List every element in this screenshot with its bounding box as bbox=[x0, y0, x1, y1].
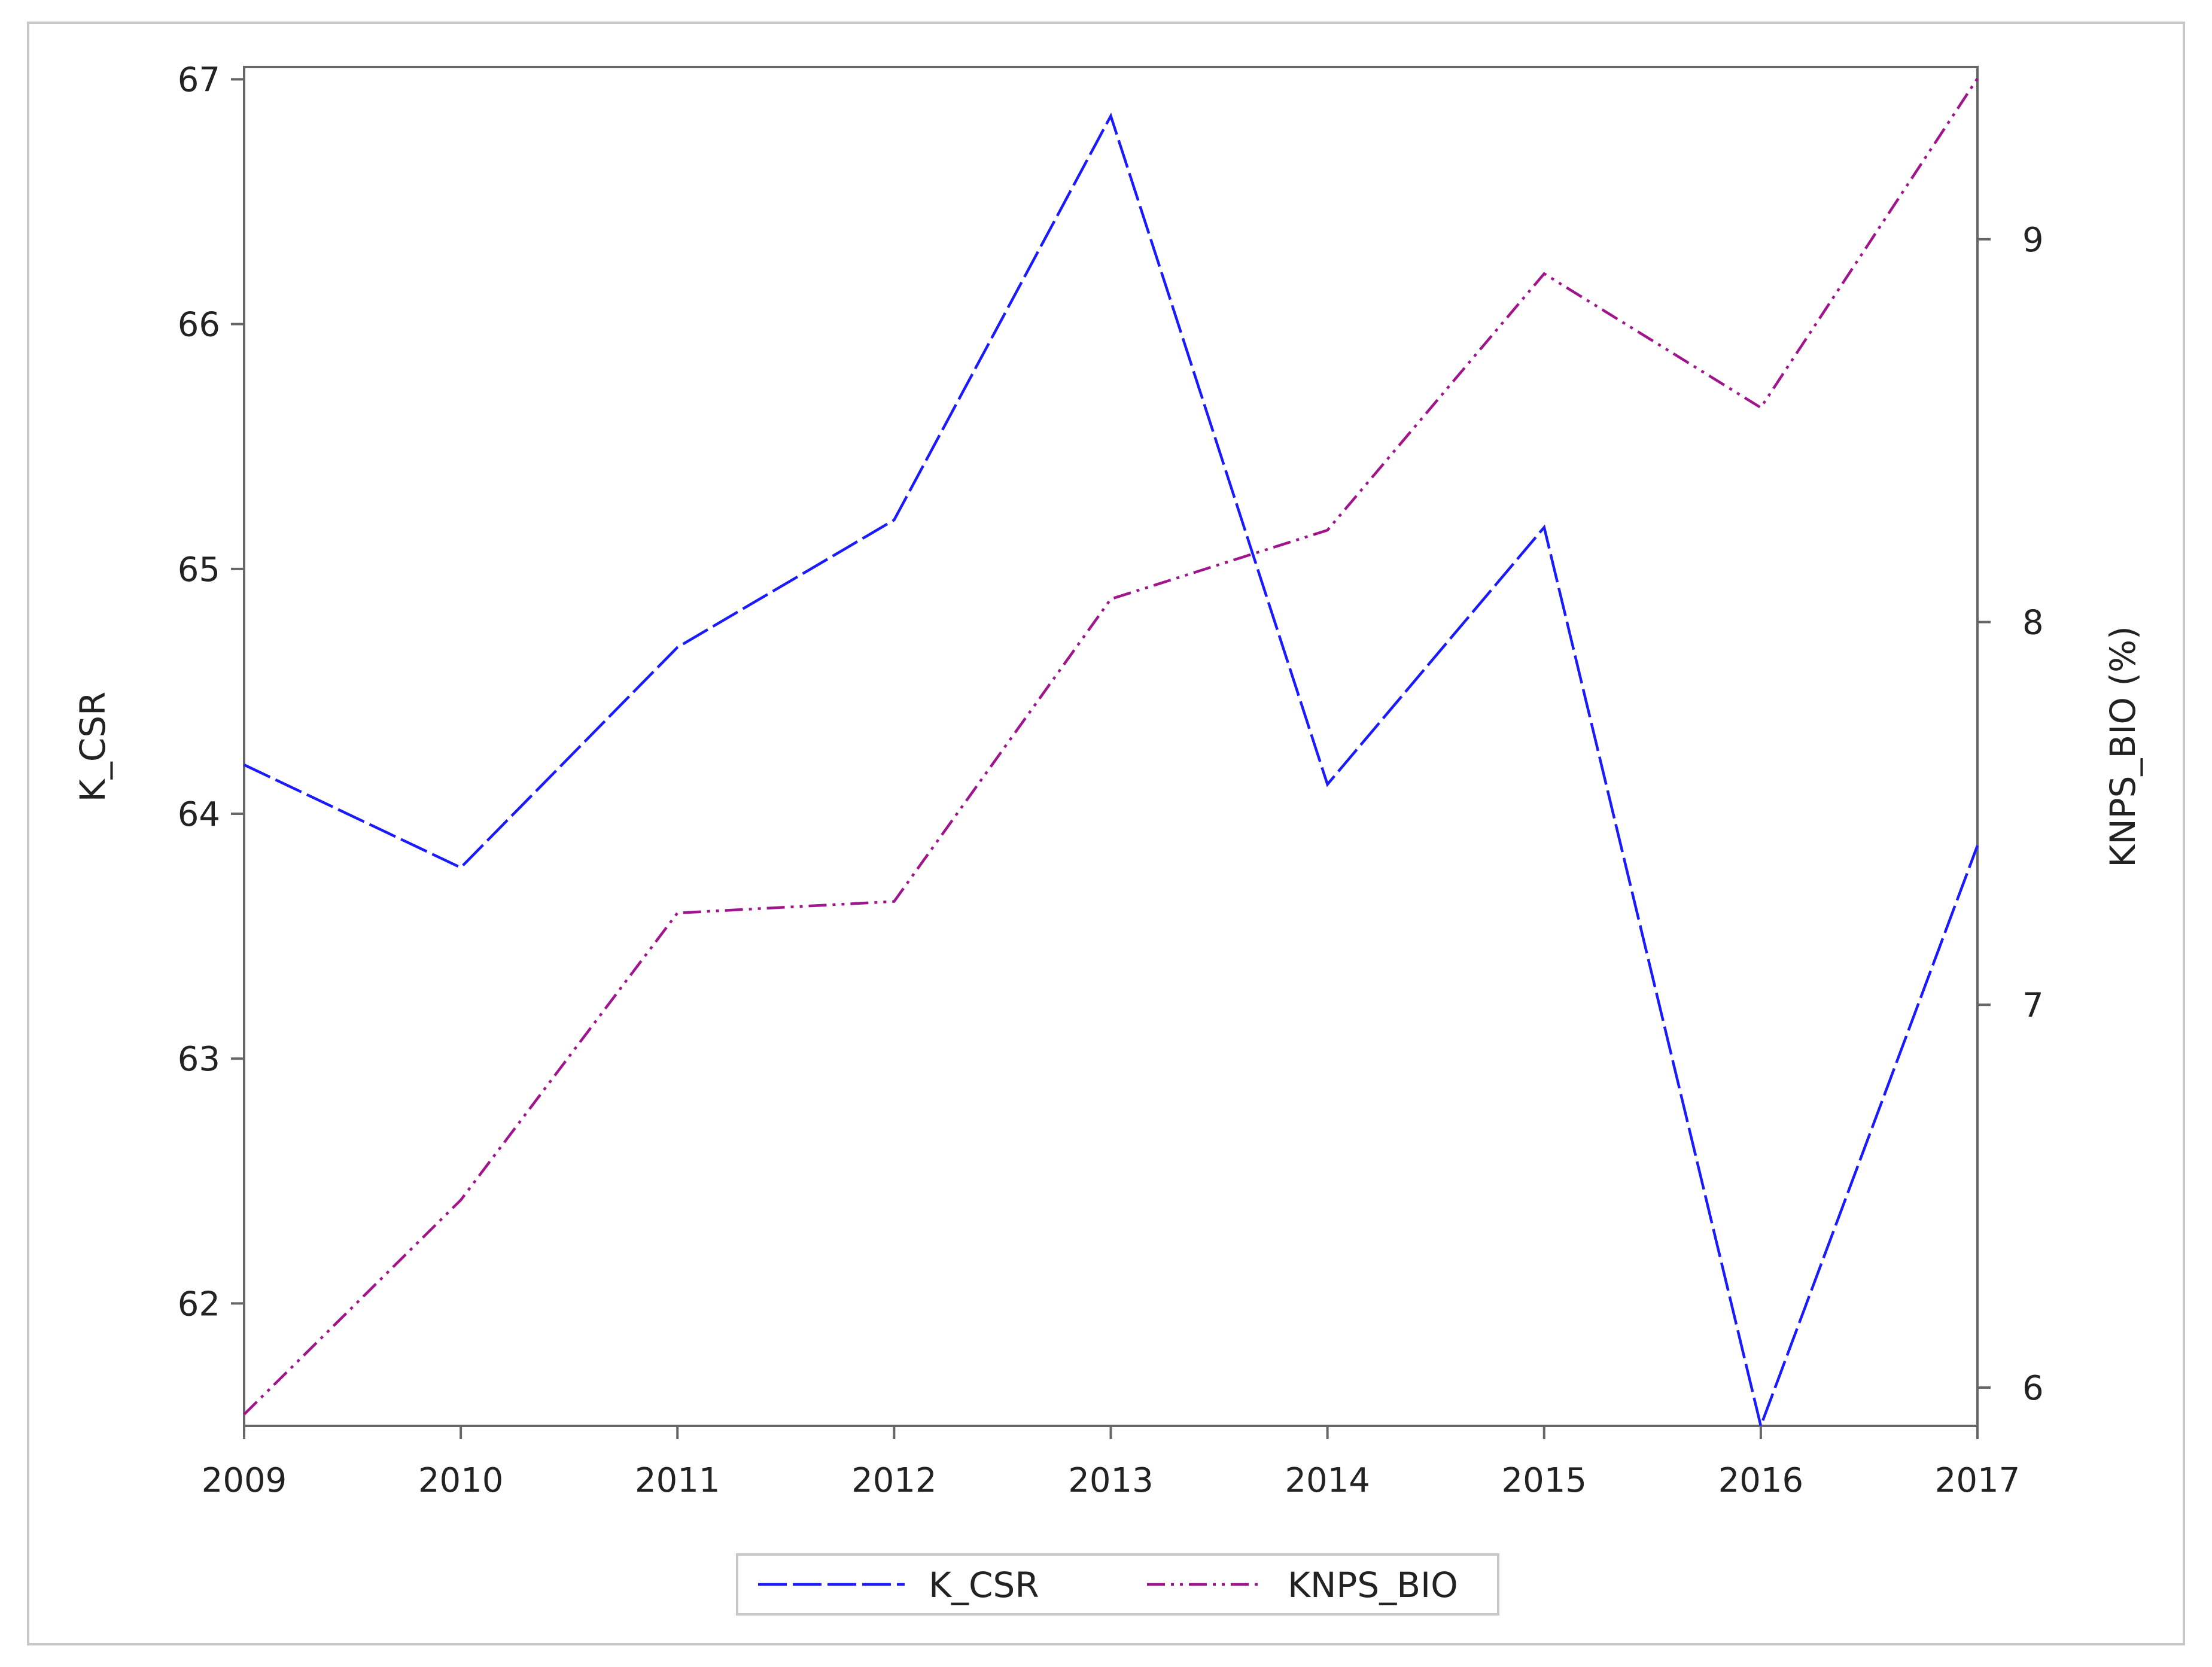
series-line-knps-bio bbox=[243, 77, 1979, 1416]
y-axis-title: K_CSR bbox=[72, 692, 113, 802]
y2-tick-label: 7 bbox=[2022, 986, 2044, 1025]
x-tick-label: 2011 bbox=[635, 1461, 720, 1500]
legend-label-knps-bio: KNPS_BIO bbox=[1288, 1565, 1458, 1605]
legend: K_CSR KNPS_BIO bbox=[736, 1553, 1499, 1616]
x-tick-label: 2013 bbox=[1068, 1461, 1154, 1500]
axes bbox=[243, 66, 1979, 1427]
y-tick-label: 63 bbox=[178, 1040, 220, 1079]
y-tick-label: 67 bbox=[178, 60, 220, 99]
y2-axis-title: KNPS_BIO (%) bbox=[2103, 626, 2143, 868]
x-tick-label: 2017 bbox=[1935, 1461, 2021, 1500]
x-tick-label: 2014 bbox=[1285, 1461, 1370, 1500]
legend-label-k-csr: K_CSR bbox=[929, 1565, 1039, 1605]
y-tick-label: 66 bbox=[178, 306, 220, 345]
y2-tick-label: 6 bbox=[2022, 1369, 2044, 1408]
x-tick-label: 2010 bbox=[418, 1461, 504, 1500]
tick-marks: 2009 2010 2011 2012 2013 2014 2015 2016 2017 62 63… bbox=[178, 60, 2044, 1500]
series-lines bbox=[243, 77, 1979, 1431]
x-tick-label: 2009 bbox=[202, 1461, 287, 1500]
x-tick-label: 2015 bbox=[1501, 1461, 1587, 1500]
x-tick-label: 2012 bbox=[851, 1461, 937, 1500]
y2-tick-label: 9 bbox=[2022, 221, 2044, 260]
y-tick-label: 65 bbox=[178, 550, 220, 589]
series-line-k-csr bbox=[244, 112, 1979, 1431]
plot-area-border bbox=[243, 66, 1979, 1427]
y-tick-label: 64 bbox=[178, 795, 220, 834]
x-tick-label: 2016 bbox=[1718, 1461, 1804, 1500]
y-tick-label: 62 bbox=[178, 1285, 220, 1324]
y2-tick-label: 8 bbox=[2022, 604, 2044, 643]
